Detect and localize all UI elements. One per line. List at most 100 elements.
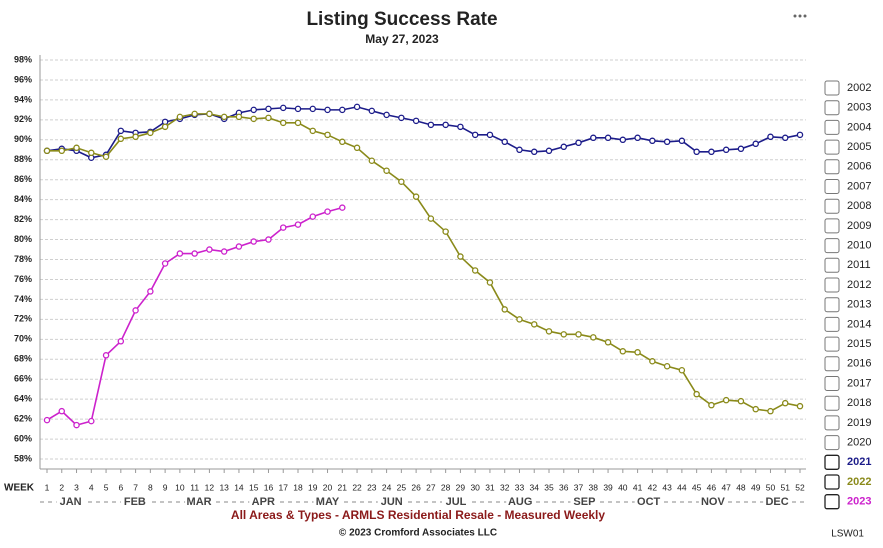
data-point	[309, 213, 317, 220]
data-point	[457, 123, 464, 131]
legend-checkbox[interactable]	[824, 415, 840, 431]
x-tick-label: 19	[308, 482, 318, 492]
data-point	[324, 131, 331, 139]
legend-checkbox[interactable]	[824, 119, 840, 135]
x-tick-label: 50	[766, 482, 776, 492]
legend-checkbox[interactable]	[824, 238, 840, 254]
legend-checkbox[interactable]	[824, 454, 840, 470]
x-tick-label: 46	[707, 482, 717, 492]
x-tick-label: 2	[59, 482, 64, 492]
data-point	[324, 208, 331, 215]
data-point	[590, 134, 597, 142]
y-tick-label: 82%	[14, 214, 32, 224]
x-tick-label: 45	[692, 482, 702, 492]
data-point	[412, 193, 420, 200]
legend-checkbox[interactable]	[824, 356, 840, 372]
legend-checkbox[interactable]	[824, 179, 840, 194]
legend-checkbox[interactable]	[824, 336, 840, 352]
legend-label: 2002	[847, 82, 871, 94]
month-label-bg	[570, 495, 599, 509]
data-point	[530, 321, 538, 328]
data-point	[176, 113, 184, 121]
y-tick-label: 98%	[14, 54, 32, 64]
month-label: JUN	[381, 496, 403, 508]
data-point	[693, 390, 700, 398]
legend-label: 2007	[847, 180, 871, 192]
legend-checkbox[interactable]	[824, 494, 840, 510]
data-point	[796, 131, 804, 139]
data-point	[383, 111, 390, 119]
series-line	[46, 106, 801, 159]
data-point	[265, 236, 272, 243]
legend-checkbox[interactable]	[824, 139, 840, 155]
data-point	[442, 228, 449, 235]
month-label-bg	[249, 495, 278, 509]
legend-label: 2017	[847, 377, 871, 389]
data-point	[560, 143, 568, 151]
legend-checkbox[interactable]	[824, 159, 840, 175]
data-point	[73, 144, 80, 152]
legend-label: 2008	[847, 200, 871, 212]
data-point	[191, 110, 198, 118]
data-point	[442, 121, 449, 129]
y-tick-label: 58%	[14, 453, 32, 463]
legend-checkbox[interactable]	[824, 297, 840, 313]
legend-checkbox[interactable]	[824, 435, 840, 451]
data-point	[708, 148, 715, 156]
legend-label: 2005	[847, 141, 871, 153]
legend-checkbox[interactable]	[824, 100, 840, 116]
menu-dot[interactable]	[798, 14, 802, 18]
legend-checkbox[interactable]	[824, 198, 840, 214]
chart-subtitle: May 27, 2023	[365, 32, 439, 46]
legend-checkbox[interactable]	[824, 316, 840, 332]
menu-dot[interactable]	[803, 14, 807, 18]
legend-checkbox[interactable]	[824, 395, 840, 411]
data-point	[132, 133, 139, 141]
data-point	[560, 331, 568, 338]
legend-checkbox[interactable]	[824, 474, 840, 490]
data-point	[737, 397, 745, 405]
month-label-bg	[120, 495, 149, 509]
data-point	[324, 106, 331, 114]
month-label: FEB	[124, 496, 146, 508]
x-tick-label: 16	[264, 482, 274, 492]
data-point	[279, 104, 287, 112]
x-tick-label: 11	[190, 482, 199, 492]
legend-label: 2020	[847, 437, 871, 449]
series-line	[46, 206, 343, 426]
legend-label: 2014	[847, 318, 871, 330]
legend-checkbox[interactable]	[824, 376, 840, 391]
y-tick-label: 92%	[14, 114, 32, 124]
data-point	[708, 401, 715, 409]
data-point	[781, 134, 789, 142]
x-tick-label: 14	[234, 482, 244, 492]
x-tick-label: 33	[515, 482, 525, 492]
data-point	[398, 178, 405, 185]
legend-checkbox[interactable]	[824, 257, 840, 273]
data-point	[634, 349, 641, 356]
data-point	[767, 133, 774, 141]
y-tick-label: 64%	[14, 394, 32, 404]
data-point	[722, 146, 730, 154]
data-point	[279, 224, 287, 231]
legend-checkbox[interactable]	[824, 80, 840, 96]
data-point	[235, 243, 243, 250]
menu-dot[interactable]	[793, 14, 797, 18]
data-point	[191, 250, 198, 257]
legend-checkbox[interactable]	[824, 218, 840, 234]
data-point	[339, 138, 346, 146]
data-point	[604, 339, 612, 346]
data-point	[368, 157, 376, 165]
legend-label: 2016	[847, 358, 871, 370]
month-label-bg	[313, 495, 342, 509]
data-point	[265, 114, 272, 122]
data-point	[102, 352, 110, 359]
data-point	[73, 421, 80, 429]
x-tick-label: 4	[89, 482, 94, 492]
menu-icon[interactable]	[793, 14, 807, 18]
data-point	[88, 149, 95, 157]
data-point	[486, 279, 494, 286]
legend-checkbox[interactable]	[824, 277, 840, 293]
